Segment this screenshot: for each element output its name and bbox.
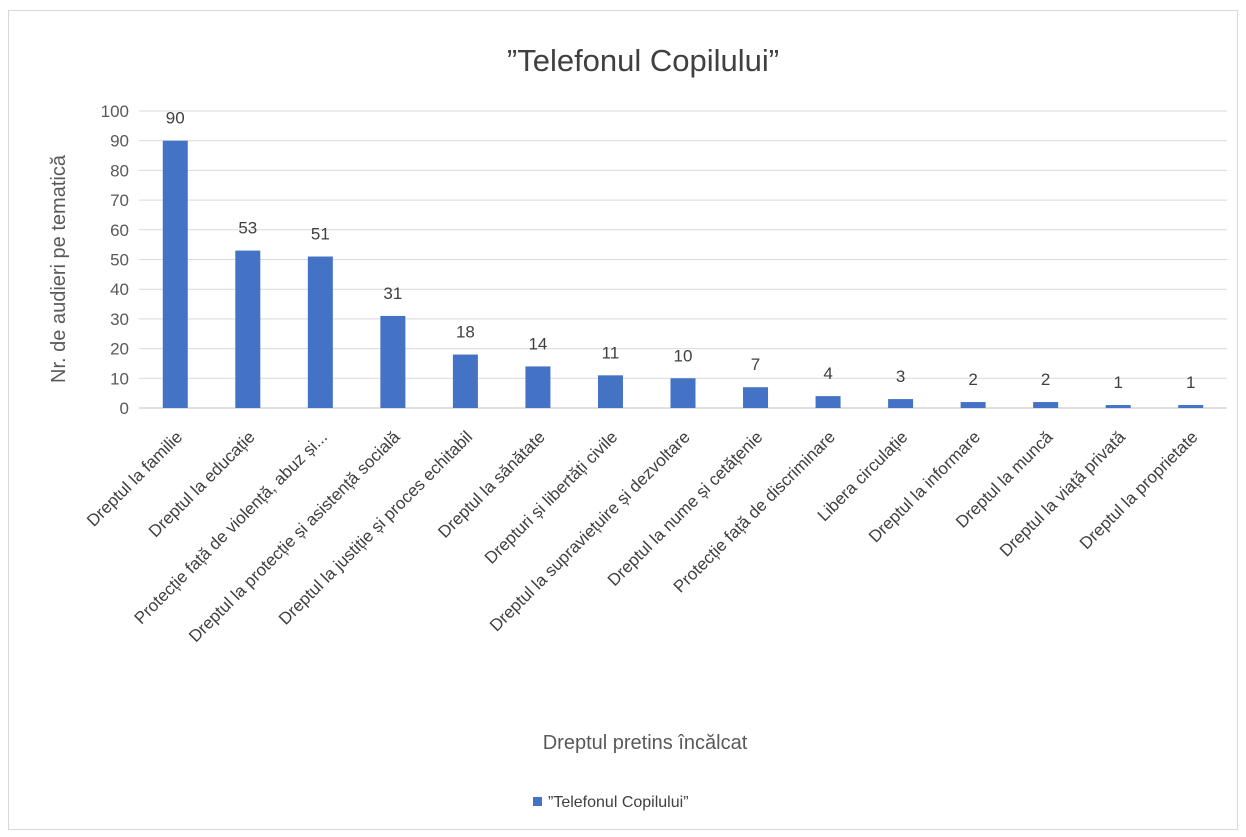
data-label: 31 (383, 284, 402, 303)
data-label: 4 (823, 364, 832, 383)
x-category-label: Dreptul la proprietate (1076, 427, 1202, 553)
data-label: 11 (602, 343, 620, 362)
chart-container: ”Telefonul Copilului” 0 10 20 30 40 50 60 70 80 9… (8, 10, 1238, 830)
data-label: 14 (528, 334, 547, 353)
y-axis-title: Nr. de audieri pe tematică (48, 154, 70, 383)
y-tick-label: 50 (110, 251, 129, 270)
x-axis-title: Dreptul pretins încălcat (543, 732, 748, 754)
bar (670, 378, 696, 408)
bar (525, 366, 551, 408)
data-label: 53 (238, 219, 257, 238)
bar (597, 375, 623, 408)
bar-chart: ”Telefonul Copilului” 0 10 20 30 40 50 60 70 80 9… (48, 43, 1227, 811)
x-category-label: Dreptul la nume și cetățenie (604, 427, 766, 589)
x-category-label: Drepturi și libertăți civile (481, 427, 621, 567)
bar (1178, 405, 1204, 408)
y-tick-label: 100 (101, 102, 129, 121)
y-tick-label: 80 (110, 161, 129, 180)
chart-title: ”Telefonul Copilului” (507, 43, 779, 78)
bar (743, 387, 769, 408)
y-tick-label: 70 (110, 191, 129, 210)
y-tick-label: 10 (110, 369, 129, 388)
bar (452, 354, 478, 408)
y-tick-label: 0 (120, 399, 129, 418)
legend-swatch (533, 797, 542, 806)
bar (162, 140, 188, 408)
y-tick-label: 60 (110, 221, 129, 240)
y-tick-label: 30 (110, 310, 129, 329)
bar (1033, 402, 1059, 408)
bar (960, 402, 986, 408)
y-tick-label: 90 (110, 132, 129, 151)
y-tick-label: 40 (110, 280, 129, 299)
data-label: 51 (311, 225, 330, 244)
x-category-label: Dreptul la viață privată (996, 427, 1129, 560)
data-label: 2 (1041, 370, 1050, 389)
data-label: 18 (456, 323, 475, 342)
bar (815, 396, 841, 408)
y-tick-label: 20 (110, 340, 129, 359)
data-label: 1 (1113, 373, 1122, 392)
legend-label: ”Telefonul Copilului” (548, 794, 689, 811)
data-label: 1 (1186, 373, 1195, 392)
data-label: 7 (751, 355, 760, 374)
data-label: 3 (896, 367, 905, 386)
bar (380, 315, 406, 408)
y-axis-ticks: 0 10 20 30 40 50 60 70 80 90 100 (101, 102, 129, 418)
bars (162, 140, 1204, 408)
data-label: 10 (674, 346, 693, 365)
bar (307, 256, 333, 408)
data-label: 2 (968, 370, 977, 389)
bar (235, 250, 261, 408)
bar (1105, 405, 1131, 408)
legend: ”Telefonul Copilului” (533, 794, 689, 811)
data-label: 90 (166, 109, 185, 128)
bar (888, 399, 914, 408)
